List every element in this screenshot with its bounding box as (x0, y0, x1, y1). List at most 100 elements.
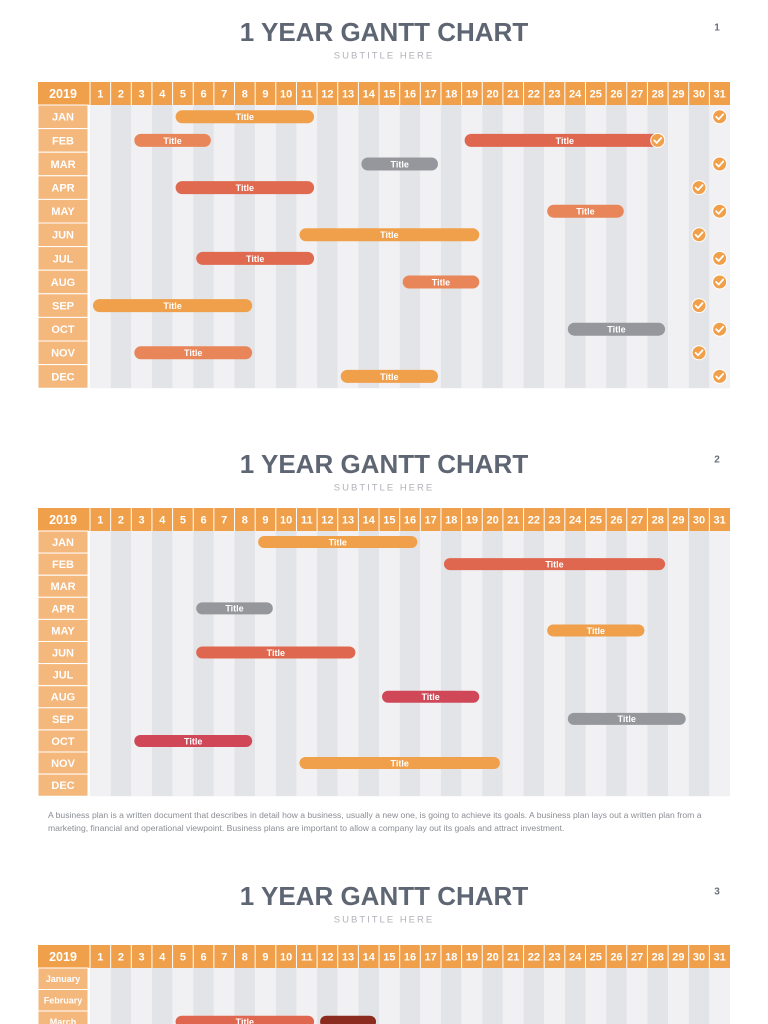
day-label: 21 (507, 88, 519, 100)
check-mark (715, 207, 725, 215)
day-column (255, 968, 276, 1024)
gantt-bar (299, 228, 480, 242)
day-column (482, 105, 503, 389)
check-mark (694, 184, 704, 192)
day-column (193, 531, 214, 797)
month-label: AUG (51, 692, 75, 704)
day-label: 21 (507, 951, 519, 963)
day-column (606, 531, 627, 797)
day-column (502, 968, 524, 1024)
bar-label: Title (432, 277, 450, 287)
check-circle (691, 227, 707, 243)
day-column (523, 531, 545, 797)
day-label: 2 (118, 88, 124, 100)
day-column (461, 105, 483, 389)
day-label: 29 (672, 514, 684, 526)
day-column (564, 531, 586, 797)
check-mark (715, 372, 725, 380)
day-column (379, 968, 400, 1024)
bar-label: Title (421, 692, 439, 702)
day-label: 30 (693, 514, 705, 526)
day-column (606, 968, 627, 1024)
day-label: 29 (672, 951, 684, 963)
day-label: 23 (548, 88, 560, 100)
day-column (399, 105, 421, 389)
day-label: 28 (652, 951, 664, 963)
day-label: 9 (262, 514, 268, 526)
day-label: 1 (97, 514, 103, 526)
month-label: FEB (52, 135, 74, 147)
month-label: January (46, 974, 81, 984)
check-mark (715, 325, 725, 333)
gantt-bar (134, 133, 211, 147)
gantt-bar (361, 157, 438, 171)
month-cell (37, 1010, 89, 1024)
check-circle (712, 321, 728, 337)
header (38, 945, 730, 968)
day-column (379, 531, 400, 797)
bar-label: Title (329, 537, 347, 547)
check-circle (691, 180, 707, 196)
month-label: JAN (52, 112, 74, 124)
day-column (647, 968, 669, 1024)
day-label: 31 (714, 951, 726, 963)
day-column (131, 105, 152, 389)
gantt-bar (196, 646, 356, 659)
month-label: NOV (51, 758, 76, 770)
day-column (440, 531, 462, 797)
check-icon (691, 227, 707, 243)
day-column (626, 531, 648, 797)
day-column (544, 531, 565, 797)
month-label: APR (51, 183, 74, 195)
day-column (213, 105, 235, 389)
check-icon (712, 368, 728, 384)
day-column (317, 531, 338, 797)
day-column (564, 105, 586, 389)
day-column (275, 531, 297, 797)
day-label: 22 (528, 514, 540, 526)
month-label: JUN (52, 230, 74, 242)
day-column (482, 968, 503, 1024)
month-label: MAY (51, 206, 75, 218)
day-label: 11 (301, 514, 313, 526)
bar-label: Title (184, 736, 202, 746)
day-column (688, 531, 710, 797)
day-label: 1 (97, 951, 103, 963)
month-label: OCT (51, 736, 75, 748)
day-column (275, 968, 297, 1024)
day-column (399, 531, 421, 797)
gantt-bar (340, 369, 438, 383)
day-column (358, 105, 380, 389)
page-number: 1 (714, 23, 720, 34)
day-label: 9 (262, 88, 268, 100)
gantt-bar (299, 757, 500, 770)
day-column (709, 105, 730, 389)
day-label: 24 (569, 88, 582, 100)
day-column (626, 968, 648, 1024)
day-column (523, 968, 545, 1024)
year: 2019 (49, 950, 77, 964)
day-column (317, 105, 338, 389)
day-column (275, 105, 297, 389)
month-label: JAN (52, 537, 74, 549)
day-label: 15 (383, 514, 395, 526)
check-mark (715, 278, 725, 286)
month-label: DEC (51, 780, 74, 792)
day-label: 10 (280, 88, 292, 100)
day-label: 28 (652, 514, 664, 526)
day-column (255, 105, 276, 389)
gantt-bar (134, 734, 253, 747)
day-label: 17 (425, 514, 437, 526)
day-column (482, 531, 503, 797)
day-label: 11 (301, 951, 313, 963)
day-label: 11 (301, 88, 313, 100)
day-label: 14 (363, 88, 376, 100)
check-circle (712, 250, 728, 266)
day-column (90, 105, 111, 389)
day-column (544, 105, 565, 389)
day-column (461, 531, 483, 797)
day-column (399, 968, 421, 1024)
day-label: 13 (342, 951, 354, 963)
gantt-bar (134, 346, 253, 360)
day-label: 28 (652, 88, 664, 100)
